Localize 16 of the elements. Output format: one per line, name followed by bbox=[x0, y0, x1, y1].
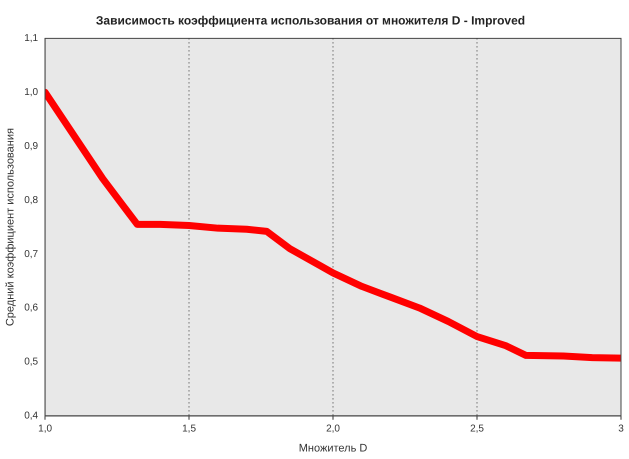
y-tick-label: 0,7 bbox=[24, 248, 39, 260]
y-axis-title: Средний коэффициент использования bbox=[4, 128, 17, 326]
x-tick-label: 1,0 bbox=[38, 424, 52, 435]
y-tick-label: 0,9 bbox=[24, 140, 39, 152]
x-tick-label: 2,0 bbox=[326, 424, 340, 435]
y-tick-label: 0,5 bbox=[24, 356, 39, 368]
y-tick-label: 1,1 bbox=[24, 33, 39, 44]
x-tick-label: 1,5 bbox=[182, 424, 196, 435]
chart-title: Зависимость коэффициента использования от множителя D - Improved bbox=[96, 14, 526, 28]
y-tick-label: 0,4 bbox=[24, 410, 39, 422]
x-tick-label: 3 bbox=[618, 424, 624, 435]
y-tick-label: 0,8 bbox=[24, 194, 39, 206]
y-tick-label: 0,6 bbox=[24, 302, 39, 314]
x-axis-title: Множитель D bbox=[298, 442, 368, 454]
y-tick-label: 1,0 bbox=[24, 87, 39, 98]
x-tick-label: 2,5 bbox=[470, 424, 484, 435]
